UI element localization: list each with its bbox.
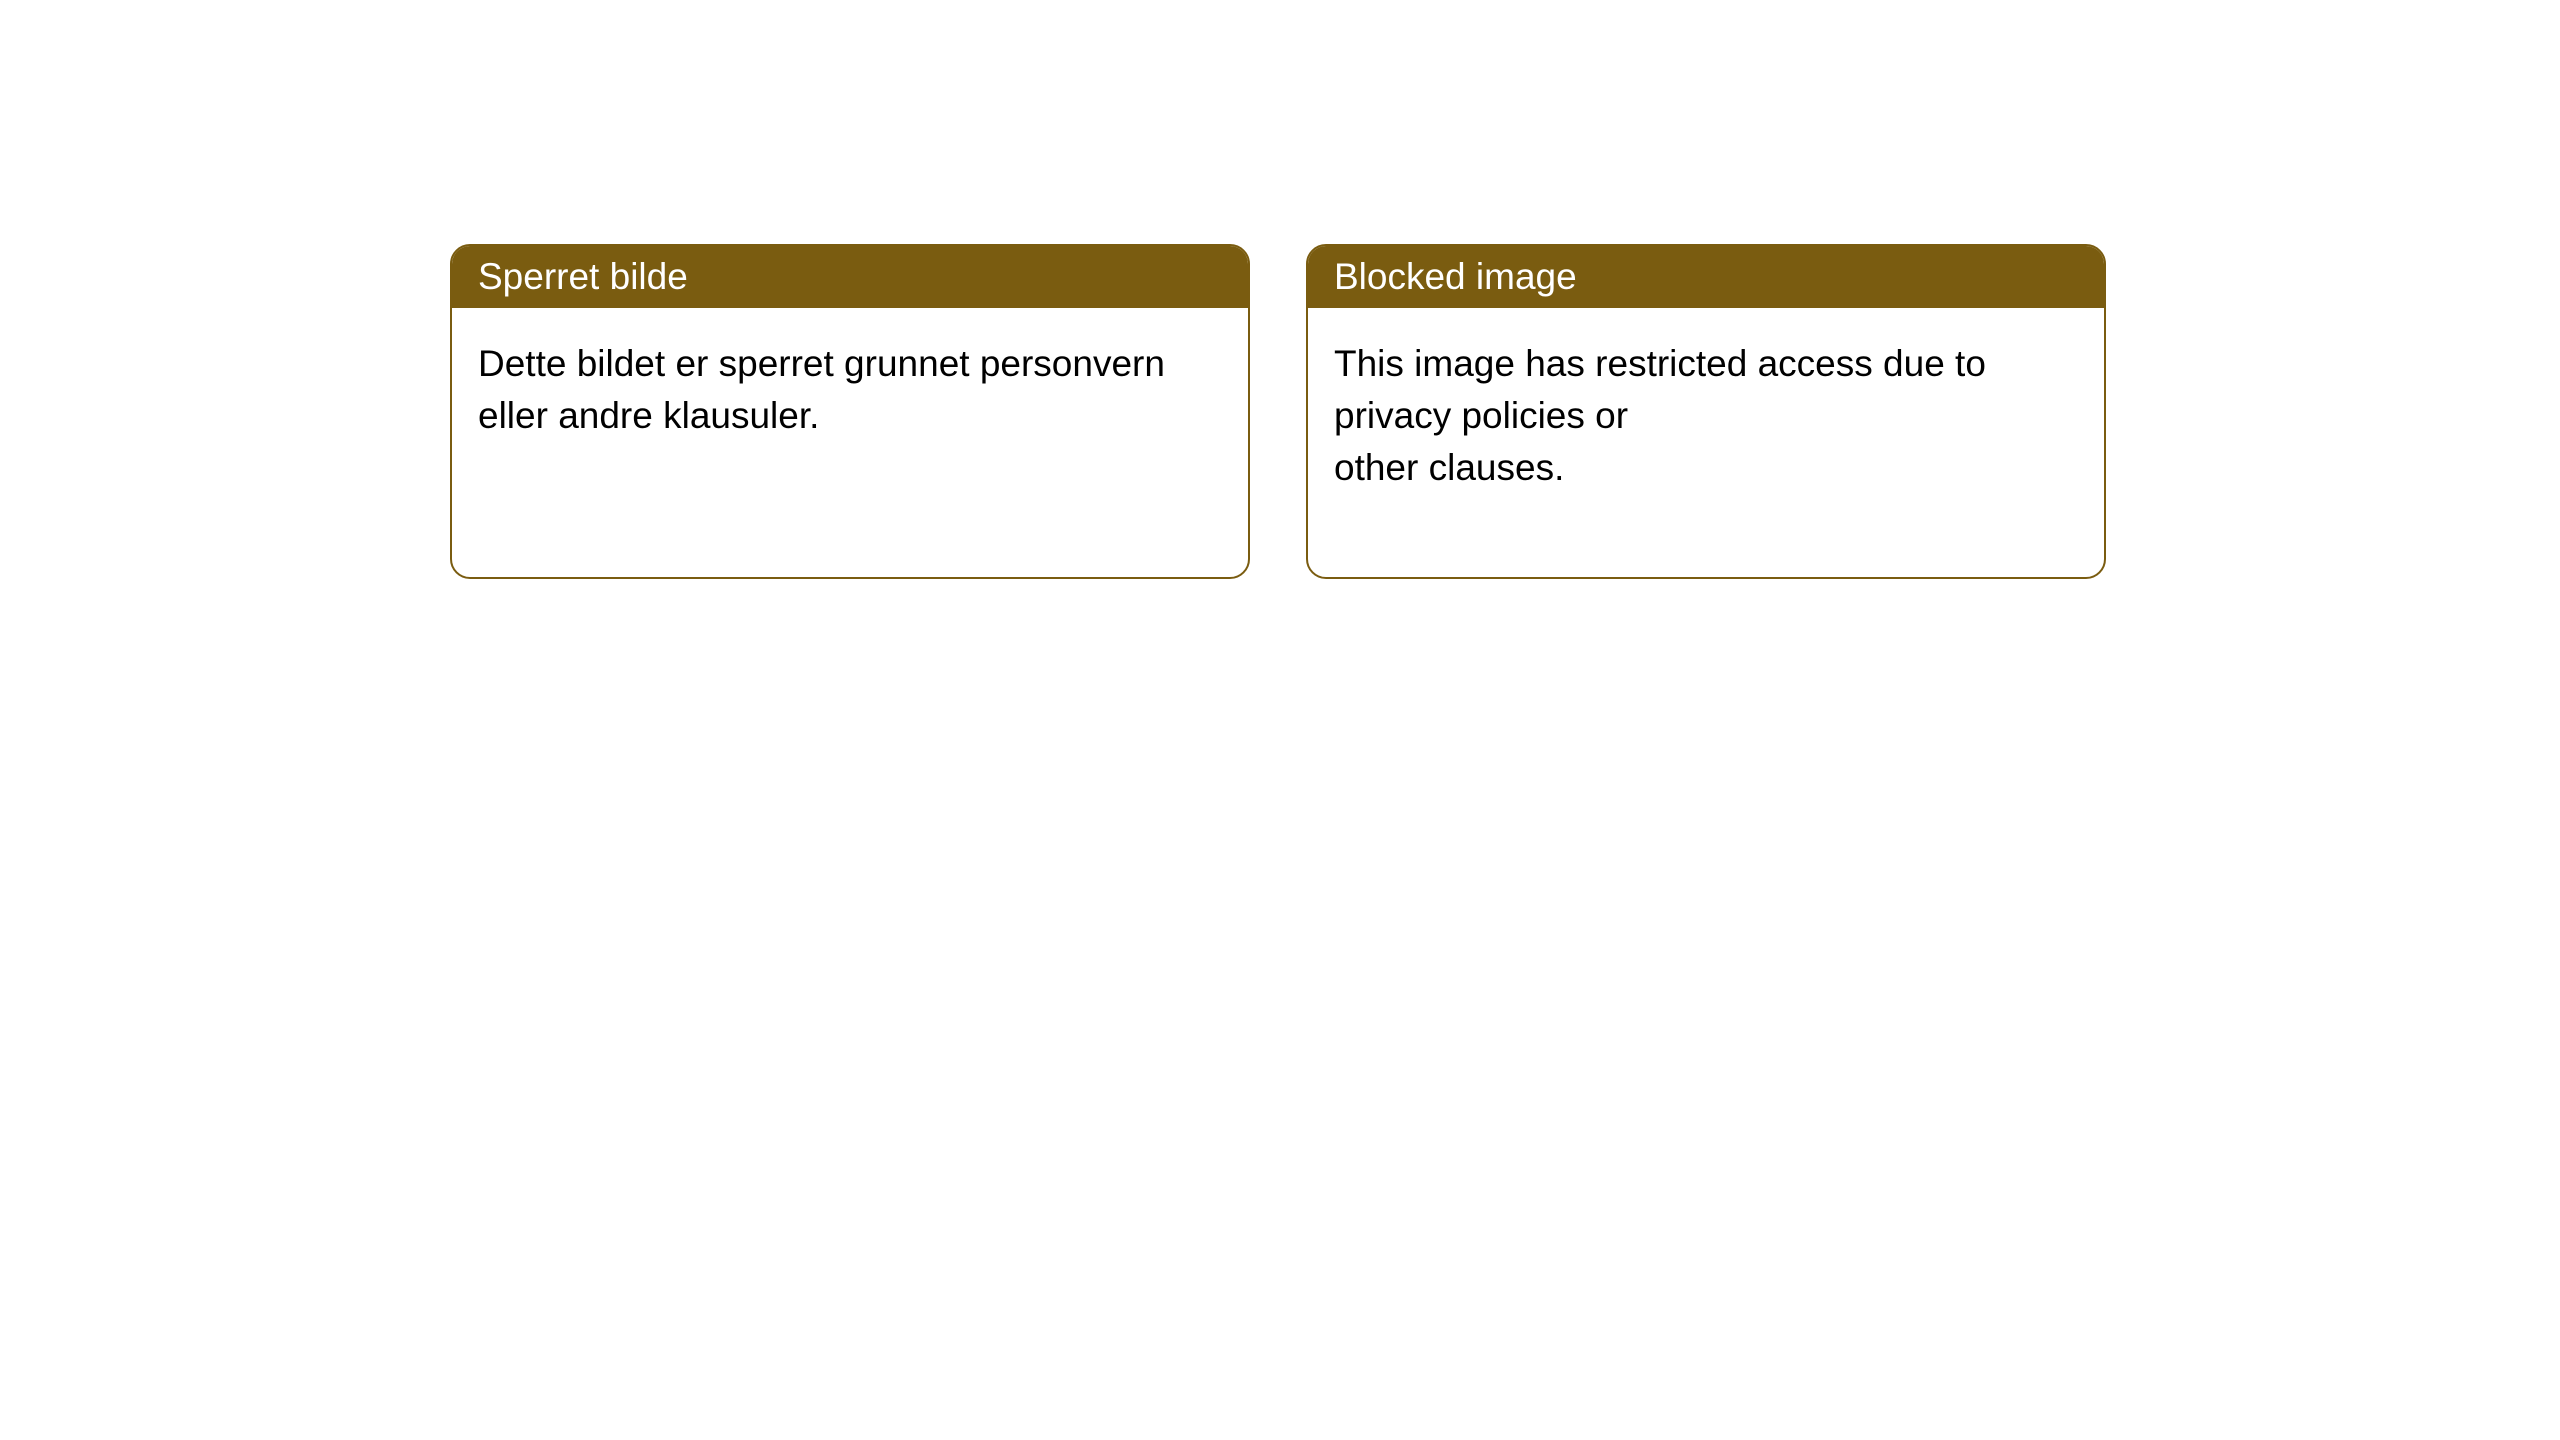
notice-cards-container: Sperret bilde Dette bildet er sperret gr… — [0, 0, 2560, 579]
card-header-en: Blocked image — [1308, 246, 2104, 308]
card-body-en: This image has restricted access due to … — [1308, 308, 2104, 523]
card-header-text-no: Sperret bilde — [478, 256, 688, 297]
blocked-image-card-en: Blocked image This image has restricted … — [1306, 244, 2106, 579]
card-body-text-en: This image has restricted access due to … — [1334, 343, 1986, 488]
card-body-text-no: Dette bildet er sperret grunnet personve… — [478, 343, 1165, 436]
card-body-no: Dette bildet er sperret grunnet personve… — [452, 308, 1248, 472]
card-header-text-en: Blocked image — [1334, 256, 1577, 297]
blocked-image-card-no: Sperret bilde Dette bildet er sperret gr… — [450, 244, 1250, 579]
card-header-no: Sperret bilde — [452, 246, 1248, 308]
